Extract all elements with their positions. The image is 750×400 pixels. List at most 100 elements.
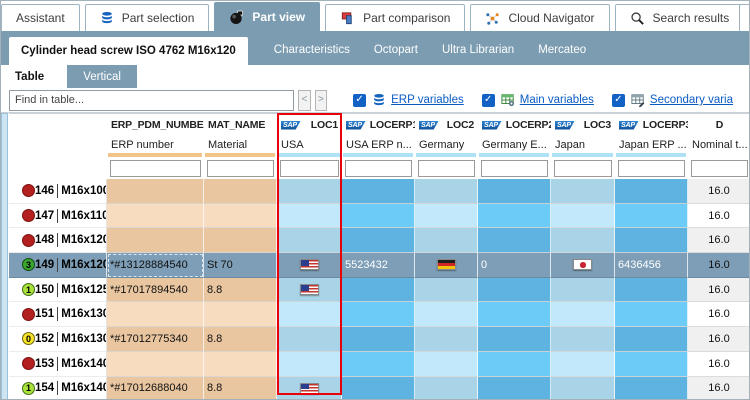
cell-151-loc1[interactable] [277, 302, 342, 328]
column-header-d[interactable]: D Nominal t... [688, 114, 749, 179]
cell-149-locerp3[interactable]: 6436456 [615, 253, 688, 278]
cell-148-locerp1[interactable] [342, 228, 415, 254]
cell-154-erp-pdm-number[interactable]: *#17012688040 [107, 376, 204, 399]
cell-149-loc2[interactable] [415, 253, 478, 278]
cell-151-locerp3[interactable] [615, 302, 688, 328]
cell-146-locerp2[interactable] [478, 179, 551, 204]
cell-152-loc3[interactable] [551, 327, 615, 352]
filter-input-loc1[interactable] [280, 160, 339, 177]
cell-147-d[interactable]: 16.0 [688, 203, 749, 229]
cell-147-mat-name[interactable] [204, 203, 277, 229]
row-header-148[interactable]: 148 M16x120 [9, 228, 107, 254]
cell-154-loc1[interactable] [277, 376, 342, 399]
cell-152-locerp1[interactable] [342, 327, 415, 352]
checkbox-secondary-varia[interactable]: ✓ [611, 93, 625, 107]
cell-146-locerp3[interactable] [615, 179, 688, 204]
row-header-154[interactable]: 1 154 M16x140 [9, 376, 107, 399]
cell-152-loc1[interactable] [277, 327, 342, 352]
row-header-153[interactable]: 153 M16x140 [9, 351, 107, 377]
view-tab-vertical[interactable]: Vertical [67, 65, 137, 88]
doc-tab-mercateo[interactable]: Mercateo [526, 34, 598, 65]
cell-152-erp-pdm-number[interactable]: *#17012775340 [107, 327, 204, 352]
cell-147-loc2[interactable] [415, 203, 478, 229]
cell-154-mat-name[interactable]: 8.8 [204, 376, 277, 399]
filter-input-locerp3[interactable] [618, 160, 685, 177]
cell-146-locerp1[interactable] [342, 179, 415, 204]
table-row-153[interactable]: 153 M16x140 16.0 [9, 351, 749, 377]
cell-154-loc2[interactable] [415, 376, 478, 399]
cell-151-loc3[interactable] [551, 302, 615, 328]
cell-146-d[interactable]: 16.0 [688, 179, 749, 204]
link-main-variables[interactable]: Main variables [519, 94, 594, 106]
tab-part-comparison[interactable]: Part comparison [325, 4, 466, 31]
cell-147-loc3[interactable] [551, 203, 615, 229]
doc-tab-octopart[interactable]: Octopart [362, 34, 430, 65]
cell-153-loc2[interactable] [415, 351, 478, 377]
filter-input-loc2[interactable] [418, 160, 475, 177]
cell-151-locerp1[interactable] [342, 302, 415, 328]
table-row-154[interactable]: 1 154 M16x140 *#17012688040 8.8 16.0 [9, 376, 749, 399]
cell-150-erp-pdm-number[interactable]: *#17017894540 [107, 277, 204, 303]
cell-150-loc3[interactable] [551, 277, 615, 303]
column-header-loc3[interactable]: SAP LOC3 Japan [551, 114, 615, 179]
column-header-loc1[interactable]: SAP LOC1 USA [277, 114, 342, 179]
row-header-146[interactable]: 146 M16x100 [9, 179, 107, 204]
cell-150-locerp3[interactable] [615, 277, 688, 303]
filter-input-loc3[interactable] [554, 160, 612, 177]
cell-153-locerp3[interactable] [615, 351, 688, 377]
cell-154-loc3[interactable] [551, 376, 615, 399]
cell-148-mat-name[interactable] [204, 228, 277, 254]
cell-149-locerp1[interactable]: 5523432 [342, 253, 415, 278]
table-row-151[interactable]: 151 M16x130 16.0 [9, 302, 749, 328]
cell-152-d[interactable]: 16.0 [688, 327, 749, 352]
row-header-150[interactable]: 1 150 M16x125 [9, 277, 107, 303]
cell-146-loc1[interactable] [277, 179, 342, 204]
tab-search-results[interactable]: Search results [614, 4, 745, 31]
cell-149-d[interactable]: 16.0 [688, 253, 749, 278]
cell-148-erp-pdm-number[interactable] [107, 228, 204, 254]
cell-147-locerp1[interactable] [342, 203, 415, 229]
tab-part-selection[interactable]: Part selection [84, 4, 210, 31]
cell-153-locerp2[interactable] [478, 351, 551, 377]
column-header-loc2[interactable]: SAP LOC2 Germany [415, 114, 478, 179]
column-header-locerp1[interactable]: SAP LOCERP1 USA ERP n... [342, 114, 415, 179]
cell-148-locerp3[interactable] [615, 228, 688, 254]
cell-148-loc1[interactable] [277, 228, 342, 254]
cell-153-locerp1[interactable] [342, 351, 415, 377]
vertical-scrollbar[interactable] [1, 113, 8, 399]
cell-150-loc2[interactable] [415, 277, 478, 303]
cell-153-mat-name[interactable] [204, 351, 277, 377]
row-header-152[interactable]: 0 152 M16x130 [9, 327, 107, 352]
cell-149-mat-name[interactable]: St 70 [204, 253, 277, 278]
doc-tab-cylinder-head-screw-iso-4762-m16x120[interactable]: Cylinder head screw ISO 4762 M16x120 [9, 37, 248, 65]
find-in-table-input[interactable] [9, 89, 295, 111]
tab-cloud-navigator[interactable]: Cloud Navigator [470, 4, 610, 31]
row-header-149[interactable]: 3 149 M16x120 [9, 253, 107, 278]
filter-input-d[interactable] [691, 160, 748, 177]
tab-part-view[interactable]: Part view [214, 2, 321, 31]
checkbox-main-variables[interactable]: ✓ [481, 93, 495, 107]
doc-tab-ultra-librarian[interactable]: Ultra Librarian [430, 34, 526, 65]
filter-input-locerp2[interactable] [481, 160, 548, 177]
column-header-locerp3[interactable]: SAP LOCERP3 Japan ERP ... [615, 114, 688, 179]
checkbox-erp-variables[interactable]: ✓ [353, 93, 367, 107]
cell-153-loc3[interactable] [551, 351, 615, 377]
column-header-erp-pdm-number[interactable]: ERP_PDM_NUMBER ERP number [107, 114, 204, 179]
tab-assistant[interactable]: Assistant [1, 4, 80, 31]
cell-150-d[interactable]: 16.0 [688, 277, 749, 303]
cell-149-locerp2[interactable]: 0 [478, 253, 551, 278]
link-erp-variables[interactable]: ERP variables [391, 94, 464, 106]
table-row-147[interactable]: 147 M16x110 16.0 [9, 203, 749, 229]
filter-input-erp-pdm-number[interactable] [110, 160, 201, 177]
cell-154-locerp2[interactable] [478, 376, 551, 399]
row-header-147[interactable]: 147 M16x110 [9, 203, 107, 229]
cell-151-d[interactable]: 16.0 [688, 302, 749, 328]
cell-150-locerp2[interactable] [478, 277, 551, 303]
cell-146-mat-name[interactable] [204, 179, 277, 204]
cell-153-loc1[interactable] [277, 351, 342, 377]
cell-146-loc2[interactable] [415, 179, 478, 204]
filter-input-locerp1[interactable] [345, 160, 412, 177]
cell-153-erp-pdm-number[interactable] [107, 351, 204, 377]
find-next-button[interactable]: > [314, 89, 328, 111]
link-secondary-varia[interactable]: Secondary varia [649, 94, 734, 106]
